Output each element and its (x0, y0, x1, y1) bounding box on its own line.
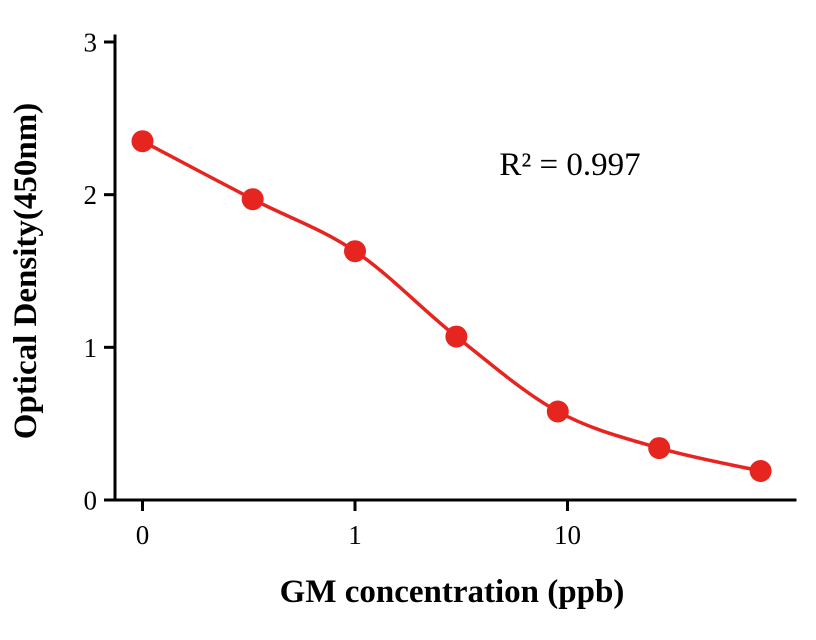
data-point (131, 130, 154, 153)
y-tick-label: 0 (84, 485, 98, 515)
data-point (344, 240, 366, 263)
data-point (546, 400, 569, 423)
fit-curve (140, 139, 763, 473)
x-tick-label: 10 (554, 520, 581, 550)
data-point (749, 460, 772, 482)
data-point (241, 188, 264, 211)
x-tick-label: 0 (136, 520, 150, 550)
y-tick-label: 2 (84, 180, 98, 210)
r-squared-annotation: R² = 0.997 (499, 147, 640, 183)
data-point (648, 437, 671, 460)
x-axis-label: GM concentration (ppb) (280, 574, 625, 610)
plot-area: 0 1 2 3 0 1 10 (84, 27, 797, 550)
axis-lines (113, 34, 797, 502)
y-axis-label: Optical Density(450nm) (8, 103, 44, 439)
data-point (445, 325, 468, 348)
y-tick-label: 3 (84, 27, 98, 57)
y-tick-label: 1 (84, 333, 98, 363)
x-tick-label: 1 (348, 520, 362, 550)
